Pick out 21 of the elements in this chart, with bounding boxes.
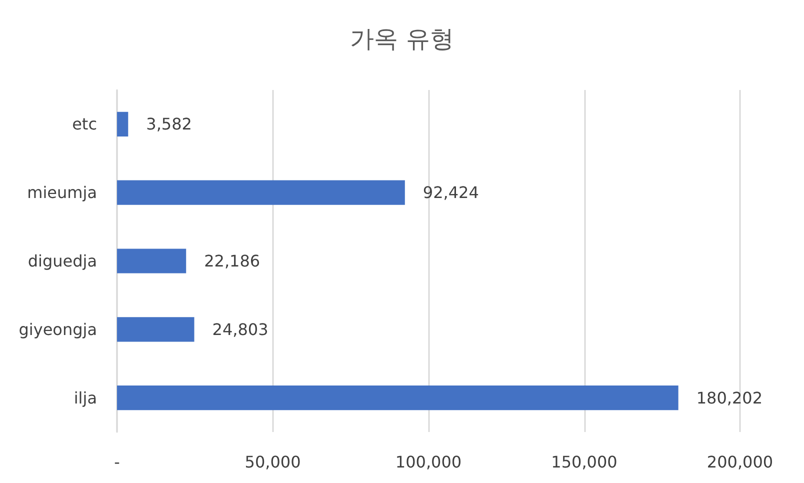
x-tick-label: 50,000: [244, 452, 301, 472]
bar: [117, 385, 678, 410]
y-tick-label: giyeongja: [18, 320, 97, 339]
data-label: 92,424: [422, 183, 479, 202]
y-tick-label: diguedja: [28, 252, 97, 270]
data-label: 3,582: [146, 114, 192, 134]
bar: [117, 317, 194, 342]
chart-title: 가옥 유형: [350, 25, 454, 53]
data-label: 22,186: [204, 252, 260, 270]
y-tick-label: mieumja: [27, 183, 97, 202]
y-tick-label: ilja: [74, 388, 97, 408]
data-label: 24,803: [212, 320, 268, 339]
bar: [117, 180, 405, 205]
x-tick-label: 150,000: [551, 452, 618, 472]
x-tick-label: 200,000: [706, 452, 774, 472]
y-tick-label: etc: [72, 114, 97, 134]
data-label: 180,202: [696, 388, 762, 408]
x-tick-label: -: [114, 452, 120, 472]
bar: [117, 248, 186, 274]
bar: [117, 112, 128, 137]
x-tick-label: 100,000: [395, 452, 462, 472]
